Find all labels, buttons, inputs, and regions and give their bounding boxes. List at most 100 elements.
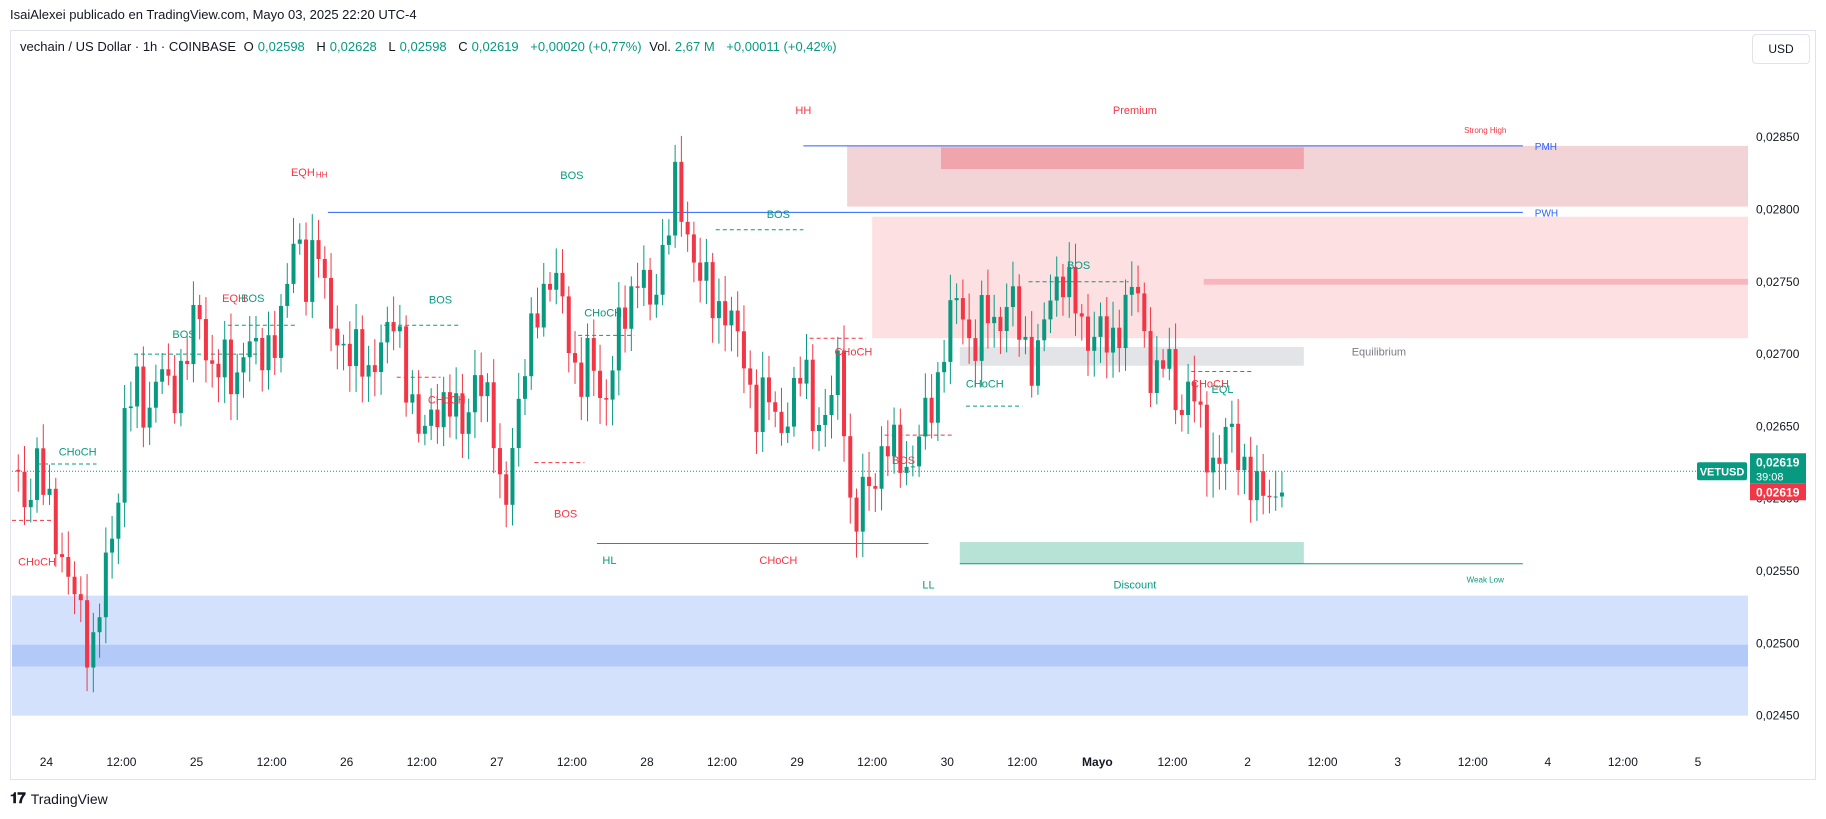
candle-body [1086,316,1091,351]
candle-body [222,339,227,378]
candle-body [1092,336,1097,351]
candle-body [1254,471,1259,501]
candle-body [22,471,27,508]
candle-body [1079,313,1084,317]
candle-body [579,362,584,397]
y-tick-label: 0,02550 [1756,564,1800,578]
candle-body [554,272,559,290]
candle-body [216,363,221,378]
legend-low-label: L [388,39,396,54]
annotation-label: CHoCH [59,446,97,458]
annotation-label: Equilibrium [1352,347,1406,359]
x-tick-label: 12:00 [1007,755,1037,769]
candle-body [904,466,909,473]
candle-body [791,377,796,427]
annotation-label: BOS [767,209,790,221]
candle-body [673,161,678,236]
candle-body [585,338,590,397]
candle-body [1167,349,1172,369]
candle-body [766,377,771,403]
candle-body [160,369,165,382]
annotation-label: CHoCH [584,308,622,320]
annotation-label: BOS [892,455,915,467]
price-tag-2 [1750,483,1806,501]
annotation-label: HH [795,105,811,117]
candle-body [929,397,934,423]
footer-brand[interactable]: TradingView [30,790,108,807]
legend-volume-change: +0,00011 (+0,42%) [726,39,837,54]
candle-body [391,322,396,332]
candle-body [1035,340,1040,386]
symbol-tag [1697,462,1747,481]
candle-body [103,552,108,618]
tradingview-logo-icon[interactable]: 𝟏𝟕 [10,790,26,807]
symbol-tag-label: VETUSD [1700,466,1745,478]
candle-body [116,502,121,539]
candle-body [935,372,940,423]
candle-body [491,382,496,449]
legend-symbol[interactable]: vechain / US Dollar · 1h · COINBASE [20,39,237,54]
x-tick-label: 12:00 [857,755,887,769]
candle-body [203,319,208,361]
candle-body [379,342,384,373]
annotation-label: HH [316,171,328,180]
legend-high-label: H [316,39,326,54]
candle-body [178,360,183,414]
candle-body [1054,276,1059,301]
candle-body [785,426,790,433]
candle-body [385,322,390,343]
x-tick-label: 26 [340,755,354,769]
candle-body [285,283,290,306]
candle-body [1048,300,1053,320]
candle-body [1261,471,1266,496]
candle-body [1123,294,1128,349]
candle-body [66,557,71,577]
legend-high: 0,02628 [329,39,377,54]
candle-body [679,161,684,222]
candle-body [1279,492,1284,497]
legend-change: +0,00020 (+0,77%) [530,39,642,54]
x-tick-label: 28 [640,755,654,769]
price-tag-value-2: 0,02619 [1756,485,1800,499]
candle-body [954,298,959,301]
x-tick-label: 29 [790,755,804,769]
x-tick-label: 12:00 [106,755,136,769]
candle-body [885,446,890,457]
candle-body [135,366,140,407]
currency-button[interactable]: USD [1752,34,1810,64]
candle-body [297,239,302,244]
candle-body [529,313,534,377]
candle-body [635,286,640,288]
candle-body [873,486,878,489]
candle-body [1029,336,1034,386]
annotation-label: Discount [1114,579,1157,591]
candle-body [616,307,621,371]
candle-body [197,304,202,320]
candle-body [1211,457,1216,473]
candle-body [41,448,46,495]
candle-body [1173,349,1178,411]
candle-body [316,240,321,260]
candle-body [1223,426,1228,464]
candle-body [998,316,1003,332]
annotation-label: BOS [560,170,583,182]
candle-body [85,600,90,668]
candle-body [91,632,96,668]
candle-body [1117,327,1122,349]
candle-body [1136,286,1141,294]
y-tick-label: 0,02750 [1756,275,1800,289]
candle-body [629,286,634,329]
candle-body [329,277,334,329]
candle-body [466,412,471,434]
candle-body [716,301,721,319]
candle-body [510,448,515,505]
candle-body [760,377,765,432]
candle-body [879,446,884,489]
candle-body [1073,266,1078,314]
candle-body [1217,457,1222,464]
y-tick-label: 0,02450 [1756,709,1800,723]
price-tag-value: 0,02619 [1756,455,1800,469]
candle-body [522,376,527,399]
candle-body [960,298,965,320]
